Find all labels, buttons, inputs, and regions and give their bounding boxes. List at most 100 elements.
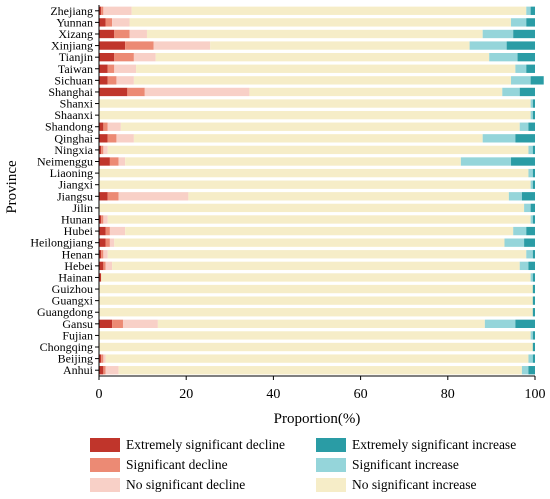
y-tick-label-xinjiang: Xinjiang [51, 39, 93, 53]
bar-beijing-extremely-significant-decline [99, 354, 102, 363]
y-axis-label: Province [4, 160, 20, 214]
y-tick-label-hainan: Hainan [58, 270, 93, 284]
y-tick-label-shaanxi: Shaanxi [54, 108, 93, 122]
bar-jiangsu-extremely-significant-increase [521, 192, 535, 201]
bar-hebei-extremely-significant-increase [528, 261, 535, 271]
axes-layer: ZhejiangYunnanXizangXinjiangTianjinTaiwa… [30, 4, 545, 402]
bar-sichuan-significant-increase [511, 76, 531, 85]
y-tick-label-guangdong: Guangdong [37, 305, 93, 319]
legend-item-no-significant-increase: No significant increase [316, 476, 476, 494]
bar-gansu-no-significant-increase [157, 319, 485, 329]
bar-guangdong-no-significant-increase [99, 308, 533, 317]
bar-neimenggu-extremely-significant-increase [511, 157, 535, 166]
bar-neimenggu-significant-increase [460, 157, 512, 166]
legend-label: Extremely significant increase [352, 437, 517, 452]
bar-guangdong-extremely-significant-increase [532, 308, 535, 317]
bar-anhui-extremely-significant-decline [99, 366, 104, 375]
bar-neimenggu-significant-decline [109, 157, 119, 166]
bar-gansu-significant-decline [112, 319, 123, 329]
bars-layer [99, 6, 544, 375]
y-tick-label-hubei: Hubei [64, 224, 94, 238]
legend-swatch [90, 458, 120, 472]
bar-shandong-no-significant-increase [120, 122, 520, 131]
y-tick-label-chongqing: Chongqing [40, 340, 93, 354]
bar-hunan-significant-decline [101, 215, 104, 224]
bar-tianjin-extremely-significant-increase [517, 52, 535, 62]
bar-heilongjiang-significant-increase [504, 238, 525, 247]
y-tick-label-anhui: Anhui [63, 363, 94, 377]
bar-hebei-significant-increase [519, 261, 529, 271]
bar-xinjiang-significant-increase [469, 41, 507, 50]
bar-jiangxi-no-significant-increase [99, 180, 531, 189]
bar-taiwan-extremely-significant-decline [99, 64, 108, 73]
bar-xinjiang-extremely-significant-decline [99, 41, 126, 50]
bar-hubei-no-significant-increase [125, 226, 514, 236]
bar-yunnan-no-significant-increase [129, 18, 512, 27]
bar-tianjin-significant-increase [489, 52, 518, 62]
bar-henan-extremely-significant-increase [532, 250, 535, 259]
bar-guangxi-extremely-significant-increase [532, 296, 535, 305]
bar-hebei-no-significant-increase [112, 261, 520, 271]
y-tick-label-beijing: Beijing [58, 352, 93, 366]
y-tick-label-guizhou: Guizhou [52, 282, 93, 296]
bar-henan-no-significant-decline [103, 250, 108, 259]
y-tick-label-yunnan: Yunnan [56, 15, 93, 29]
bar-shanxi-extremely-significant-increase [532, 99, 535, 108]
bar-heilongjiang-no-significant-decline [109, 238, 115, 247]
bar-sichuan-significant-decline [107, 76, 117, 85]
y-tick-label-shandong: Shandong [45, 120, 93, 134]
bar-taiwan-significant-increase [515, 64, 527, 73]
bar-beijing-significant-increase [528, 354, 533, 363]
y-tick-label-henan: Henan [62, 247, 93, 261]
bar-neimenggu-no-significant-decline [118, 157, 126, 166]
bar-xizang-significant-decline [114, 29, 130, 39]
bar-anhui-extremely-significant-increase [528, 366, 535, 375]
bar-gansu-extremely-significant-increase [515, 319, 535, 329]
bar-fujian-no-significant-increase [99, 331, 531, 340]
bar-henan-significant-increase [526, 250, 533, 259]
bar-gansu-significant-increase [484, 319, 516, 329]
bar-jiangsu-significant-decline [107, 192, 119, 201]
bar-ningxia-no-significant-decline [103, 145, 108, 155]
bar-zhejiang-extremely-significant-decline [99, 6, 102, 15]
bar-hubei-significant-decline [105, 226, 110, 236]
bar-jiangsu-no-significant-decline [118, 192, 189, 201]
bar-shaanxi-no-significant-increase [99, 110, 531, 120]
x-tick-label: 80 [441, 387, 455, 402]
bar-jiangsu-significant-increase [508, 192, 522, 201]
legend-swatch [316, 478, 346, 492]
bar-neimenggu-extremely-significant-decline [99, 157, 110, 166]
legend-item-significant-increase: Significant increase [316, 456, 459, 474]
bar-xizang-extremely-significant-decline [99, 29, 115, 39]
legend-label: Extremely significant decline [126, 437, 285, 452]
bar-zhejiang-no-significant-increase [131, 6, 527, 15]
bar-qinghai-significant-decline [107, 134, 117, 143]
bar-shandong-extremely-significant-increase [528, 122, 535, 131]
bar-hunan-extremely-significant-increase [532, 215, 535, 224]
bar-taiwan-extremely-significant-increase [526, 64, 535, 73]
bar-gansu-no-significant-decline [122, 319, 158, 329]
y-tick-label-guangxi: Guangxi [52, 294, 94, 308]
bar-shaanxi-extremely-significant-increase [532, 110, 535, 120]
legend-label: Significant increase [352, 457, 459, 472]
bar-anhui-no-significant-increase [118, 366, 522, 375]
bar-qinghai-significant-increase [482, 134, 516, 143]
bar-anhui-no-significant-decline [105, 366, 119, 375]
x-tick-label: 100 [525, 387, 546, 402]
bar-jiangxi-significant-increase [530, 180, 533, 189]
bar-taiwan-significant-decline [107, 64, 115, 73]
bar-hebei-extremely-significant-decline [99, 261, 104, 271]
bar-ningxia-no-significant-increase [107, 145, 529, 155]
legend-label: Significant decline [126, 457, 228, 472]
x-tick-label: 20 [179, 387, 193, 402]
bar-liaoning-extremely-significant-increase [532, 168, 535, 178]
bar-zhejiang-no-significant-decline [103, 6, 132, 15]
bar-beijing-significant-decline [101, 354, 104, 363]
bar-jilin-significant-increase [524, 203, 531, 213]
bar-shanghai-significant-decline [127, 87, 145, 97]
bar-shanghai-significant-increase [502, 87, 520, 97]
bar-heilongjiang-extremely-significant-decline [99, 238, 106, 247]
bar-beijing-no-significant-decline [103, 354, 106, 363]
bar-shanxi-no-significant-increase [99, 99, 531, 108]
bar-tianjin-extremely-significant-decline [99, 52, 115, 62]
